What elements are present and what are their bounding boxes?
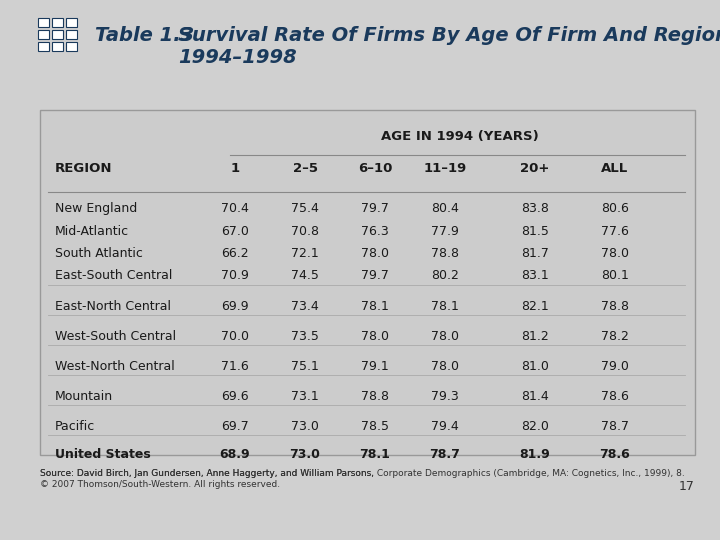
Text: East-North Central: East-North Central	[55, 300, 171, 313]
Text: 70.4: 70.4	[221, 202, 249, 215]
Text: 79.3: 79.3	[431, 390, 459, 403]
Bar	[52, 18, 63, 27]
Text: 20+: 20+	[521, 162, 549, 175]
Text: 79.1: 79.1	[361, 360, 389, 373]
Text: 79.0: 79.0	[601, 360, 629, 373]
Text: 73.5: 73.5	[291, 330, 319, 343]
Text: New England: New England	[55, 202, 138, 215]
Text: 78.2: 78.2	[601, 330, 629, 343]
Text: 72.1: 72.1	[291, 247, 319, 260]
Text: 79.7: 79.7	[361, 202, 389, 215]
Text: 75.1: 75.1	[291, 360, 319, 373]
Text: 76.3: 76.3	[361, 225, 389, 238]
Bar	[52, 30, 63, 39]
Text: 81.2: 81.2	[521, 330, 549, 343]
Bar	[38, 42, 49, 51]
Text: 66.2: 66.2	[221, 247, 249, 260]
Bar	[66, 18, 77, 27]
Text: 1: 1	[230, 162, 240, 175]
Text: 81.0: 81.0	[521, 360, 549, 373]
Text: 78.0: 78.0	[431, 360, 459, 373]
Text: 69.6: 69.6	[221, 390, 249, 403]
Text: 78.5: 78.5	[361, 420, 389, 433]
Bar	[40, 110, 695, 455]
Text: United States: United States	[55, 448, 150, 461]
Text: Source: David Birch, Jan Gundersen, Anne Haggerty, and William Parsons,: Source: David Birch, Jan Gundersen, Anne…	[40, 469, 377, 478]
Text: Pacific: Pacific	[55, 420, 95, 433]
Text: 80.4: 80.4	[431, 202, 459, 215]
Text: 73.0: 73.0	[291, 420, 319, 433]
Text: 81.4: 81.4	[521, 390, 549, 403]
Text: 73.0: 73.0	[289, 448, 320, 461]
Bar	[66, 30, 77, 39]
Bar	[38, 18, 49, 27]
Text: 78.8: 78.8	[601, 300, 629, 313]
Text: East-South Central: East-South Central	[55, 269, 172, 282]
Text: REGION: REGION	[55, 162, 112, 175]
Text: 78.6: 78.6	[601, 390, 629, 403]
Text: Source: David Birch, Jan Gundersen, Anne Haggerty, and William Parsons, Corporat: Source: David Birch, Jan Gundersen, Anne…	[40, 469, 685, 478]
Text: ALL: ALL	[601, 162, 629, 175]
Text: 81.7: 81.7	[521, 247, 549, 260]
Text: 78.7: 78.7	[430, 448, 460, 461]
Text: Mountain: Mountain	[55, 390, 113, 403]
Text: Mid-Atlantic: Mid-Atlantic	[55, 225, 129, 238]
Text: Table 1.3: Table 1.3	[95, 26, 194, 45]
Text: 73.4: 73.4	[291, 300, 319, 313]
Text: 78.0: 78.0	[601, 247, 629, 260]
Text: 71.6: 71.6	[221, 360, 249, 373]
Text: 2–5: 2–5	[292, 162, 318, 175]
Text: 78.0: 78.0	[431, 330, 459, 343]
Text: West-South Central: West-South Central	[55, 330, 176, 343]
Bar	[66, 42, 77, 51]
Text: 6–10: 6–10	[358, 162, 392, 175]
Text: 78.8: 78.8	[361, 390, 389, 403]
Text: 78.1: 78.1	[359, 448, 390, 461]
Text: 79.4: 79.4	[431, 420, 459, 433]
Text: 70.0: 70.0	[221, 330, 249, 343]
Text: West-North Central: West-North Central	[55, 360, 175, 373]
Text: 78.0: 78.0	[361, 247, 389, 260]
Text: 70.8: 70.8	[291, 225, 319, 238]
Text: 80.2: 80.2	[431, 269, 459, 282]
Text: © 2007 Thomson/South-Western. All rights reserved.: © 2007 Thomson/South-Western. All rights…	[40, 480, 280, 489]
Text: 82.0: 82.0	[521, 420, 549, 433]
Text: 79.7: 79.7	[361, 269, 389, 282]
Bar	[38, 30, 49, 39]
Text: 75.4: 75.4	[291, 202, 319, 215]
Text: 81.9: 81.9	[520, 448, 550, 461]
Text: 17: 17	[679, 480, 695, 493]
Text: 69.9: 69.9	[221, 300, 249, 313]
Text: 78.1: 78.1	[361, 300, 389, 313]
Text: 69.7: 69.7	[221, 420, 249, 433]
Text: 80.1: 80.1	[601, 269, 629, 282]
Text: 73.1: 73.1	[291, 390, 319, 403]
Text: 78.8: 78.8	[431, 247, 459, 260]
Text: South Atlantic: South Atlantic	[55, 247, 143, 260]
Text: 11–19: 11–19	[423, 162, 467, 175]
Text: 83.1: 83.1	[521, 269, 549, 282]
Text: 78.0: 78.0	[361, 330, 389, 343]
Text: 78.7: 78.7	[601, 420, 629, 433]
Text: 80.6: 80.6	[601, 202, 629, 215]
Text: 77.6: 77.6	[601, 225, 629, 238]
Text: 81.5: 81.5	[521, 225, 549, 238]
Text: 82.1: 82.1	[521, 300, 549, 313]
Text: 67.0: 67.0	[221, 225, 249, 238]
Text: 78.1: 78.1	[431, 300, 459, 313]
Text: Survival Rate Of Firms By Age Of Firm And Region,
1994–1998: Survival Rate Of Firms By Age Of Firm An…	[178, 26, 720, 67]
Text: 78.6: 78.6	[600, 448, 631, 461]
Bar	[52, 42, 63, 51]
Text: 77.9: 77.9	[431, 225, 459, 238]
Text: 68.9: 68.9	[220, 448, 251, 461]
Text: AGE IN 1994 (YEARS): AGE IN 1994 (YEARS)	[381, 130, 539, 143]
Text: 74.5: 74.5	[291, 269, 319, 282]
Text: 70.9: 70.9	[221, 269, 249, 282]
Text: 83.8: 83.8	[521, 202, 549, 215]
